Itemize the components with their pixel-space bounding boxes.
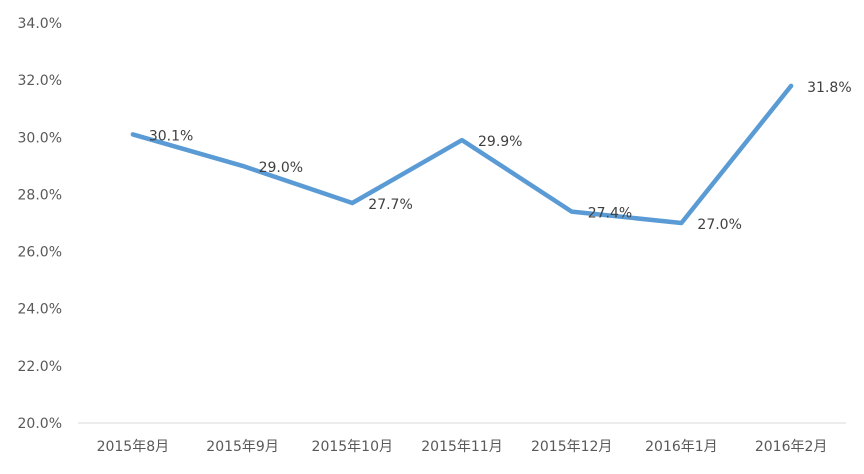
x-tick-label: 2015年11月 xyxy=(421,439,502,455)
x-tick-label: 2016年1月 xyxy=(645,439,718,455)
data-label: 27.7% xyxy=(368,197,412,213)
y-tick-label: 30.0% xyxy=(18,130,62,146)
y-tick-label: 20.0% xyxy=(18,416,62,432)
x-tick-label: 2015年12月 xyxy=(531,439,612,455)
data-labels: 30.1% 29.0% 27.7% 29.9% 27.4% 27.0% 31.8% xyxy=(149,80,852,233)
series-line xyxy=(130,83,794,226)
y-tick-label: 28.0% xyxy=(18,187,62,203)
data-label: 29.0% xyxy=(259,160,303,176)
y-axis-tick-labels: 20.0% 22.0% 24.0% 26.0% 28.0% 30.0% 32.0% 34.0% xyxy=(18,16,62,432)
data-label: 30.1% xyxy=(149,128,193,144)
y-tick-label: 22.0% xyxy=(18,359,62,375)
x-tick-label: 2016年2月 xyxy=(755,439,828,455)
x-tick-label: 2015年10月 xyxy=(312,439,393,455)
y-tick-label: 34.0% xyxy=(18,16,62,32)
data-label: 27.0% xyxy=(697,217,741,233)
data-label: 29.9% xyxy=(478,134,522,150)
x-tick-label: 2015年8月 xyxy=(97,439,170,455)
x-axis-tick-labels: 2015年8月 2015年9月 2015年10月 2015年11月 2015年12月 20… xyxy=(97,439,828,455)
y-tick-label: 26.0% xyxy=(18,245,62,261)
x-tick-label: 2015年9月 xyxy=(206,439,279,455)
data-label: 27.4% xyxy=(588,206,632,222)
y-tick-label: 24.0% xyxy=(18,302,62,318)
data-label: 31.8% xyxy=(807,80,851,96)
y-tick-label: 32.0% xyxy=(18,73,62,89)
